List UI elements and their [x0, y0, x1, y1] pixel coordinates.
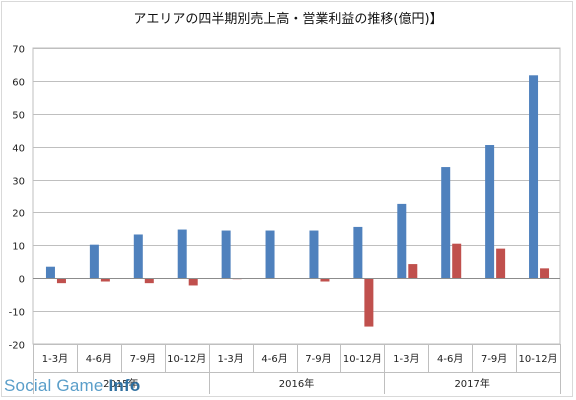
bar-series1-3 [133, 234, 143, 279]
x-tick-label: 7-9月 [481, 353, 507, 365]
bar-series2-2 [100, 278, 110, 282]
y-tick-label: 60 [12, 78, 25, 89]
x-tick-label: 4-6月 [86, 353, 112, 365]
x-tick-label: 10-12月 [167, 353, 206, 365]
bar-series2-12 [540, 268, 550, 279]
year-group-label: 2015年 [103, 377, 138, 390]
bar-series2-3 [144, 278, 154, 284]
y-tick-label: 70 [12, 45, 25, 56]
x-tick-label: 7-9月 [305, 353, 331, 365]
y-tick-label: -10 [9, 308, 25, 319]
y-tick-label: 30 [12, 177, 25, 188]
x-tick-label: 10-12月 [343, 353, 382, 365]
bar-series1-4 [177, 229, 187, 279]
axes [33, 278, 561, 394]
tick-labels: 70 60 50 40 30 20 10 0 -10 -20 1-3月 4-6月 7-9月 10-12月 1… [9, 45, 558, 391]
y-tick-label: 20 [12, 209, 25, 220]
x-tick-label: 4-6月 [261, 353, 287, 365]
bar-series2-9 [408, 264, 418, 279]
x-tick-label: 1-3月 [217, 353, 243, 365]
x-tick-label: 7-9月 [130, 353, 156, 365]
bar-series1-5 [221, 230, 231, 279]
bar-series2-11 [496, 248, 506, 279]
bar-series1-12 [529, 75, 539, 279]
x-tick-label: 1-3月 [42, 353, 68, 365]
y-tick-label: -20 [9, 341, 25, 352]
y-tick-label: 0 [19, 275, 25, 286]
bar-series1-7 [309, 230, 319, 279]
bar-series2-8 [364, 278, 374, 327]
bars [45, 75, 550, 327]
x-tick-label: 4-6月 [437, 353, 463, 365]
bar-series1-6 [265, 230, 275, 279]
x-tick-label: 1-3月 [393, 353, 419, 365]
watermark-suffix: Info [108, 376, 141, 395]
bar-series2-4 [188, 278, 198, 286]
y-tick-label: 50 [12, 111, 25, 122]
year-group-label: 2017年 [454, 377, 489, 390]
bar-series1-8 [353, 226, 363, 279]
bar-series1-10 [441, 167, 451, 279]
watermark-prefix: Social Game [4, 376, 109, 395]
watermark-logo: Social Game Info [4, 376, 140, 396]
bar-series1-1 [45, 266, 55, 279]
bar-series2-10 [452, 243, 462, 279]
chart-title: アエリアの四半期別売上高・営業利益の推移(億円)】 [133, 12, 443, 27]
x-tick-label: 10-12月 [519, 353, 558, 365]
bar-series2-7 [320, 278, 330, 282]
bar-series2-1 [56, 278, 66, 284]
bar-series1-2 [89, 244, 99, 279]
y-tick-label: 40 [12, 144, 25, 155]
y-tick-label: 10 [12, 242, 25, 253]
bar-series1-11 [485, 145, 495, 279]
bar-series1-9 [397, 203, 407, 279]
plot-border [32, 47, 561, 345]
gridlines [32, 47, 561, 345]
year-group-label: 2016年 [279, 377, 314, 390]
